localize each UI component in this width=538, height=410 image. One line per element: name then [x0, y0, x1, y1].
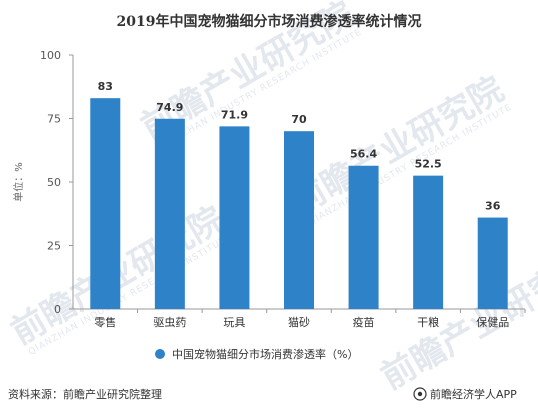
brand-logo-dot [417, 391, 423, 397]
bar [154, 118, 185, 309]
bar-value-label: 52.5 [415, 158, 442, 171]
x-tick-label: 保健品 [476, 315, 509, 329]
bar [477, 217, 508, 309]
bar-value-label: 70 [291, 113, 307, 126]
watermarks: 前瞻产业研究院 QIANZHAN INDUSTRY RESEARCH INSTI… [5, 0, 538, 398]
bar [348, 165, 379, 309]
x-tick-label: 干粮 [417, 315, 439, 329]
brand: 前瞻经济学人APP [413, 387, 517, 401]
category-labels: 零售 驱虫药 玩具 猫砂 疫苗 干粮 保健品 [94, 309, 526, 329]
bar-value-label: 71.9 [221, 108, 248, 121]
y-tick-label: 50 [47, 176, 61, 189]
y-tick-label: 100 [40, 49, 61, 62]
y-axis-label: 单位：% [12, 162, 25, 202]
watermark-text: 前瞻产业研究院 [285, 69, 511, 223]
value-labels: 83 74.9 71.9 70 56.4 52.5 36 [98, 80, 501, 212]
legend-label: 中国宠物猫细分市场消费渗透率（%） [172, 347, 358, 361]
x-tick-label: 猫砂 [288, 316, 310, 329]
legend: 中国宠物猫细分市场消费渗透率（%） [155, 347, 358, 361]
bar [284, 131, 314, 309]
bar-value-label: 36 [485, 200, 501, 213]
bars [90, 98, 508, 310]
brand-name: 前瞻经济学人APP [430, 387, 517, 401]
watermark-text: 前瞻产业研究院 [375, 244, 538, 398]
bar [219, 126, 250, 310]
legend-marker [155, 349, 165, 359]
x-tick-label: 玩具 [223, 316, 245, 329]
y-tick-label: 0 [54, 303, 61, 316]
y-tick-label: 75 [47, 113, 61, 126]
source-note: 资料来源：前瞻产业研究院整理 [8, 387, 162, 401]
x-tick-label: 疫苗 [353, 315, 375, 329]
bar-value-label: 83 [98, 80, 113, 93]
bar [90, 98, 121, 310]
x-tick-label: 驱虫药 [153, 316, 186, 329]
bar [413, 175, 444, 309]
brand-logo-icon [413, 387, 427, 401]
y-ticks: 0 25 50 75 100 [40, 49, 73, 316]
x-tick-label: 零售 [94, 315, 116, 329]
chart-title: 2019年中国宠物猫细分市场消费渗透率统计情况 [117, 13, 422, 30]
bar-value-label: 56.4 [350, 148, 377, 161]
bar-value-label: 74.9 [156, 101, 183, 114]
y-tick-label: 25 [47, 240, 61, 253]
